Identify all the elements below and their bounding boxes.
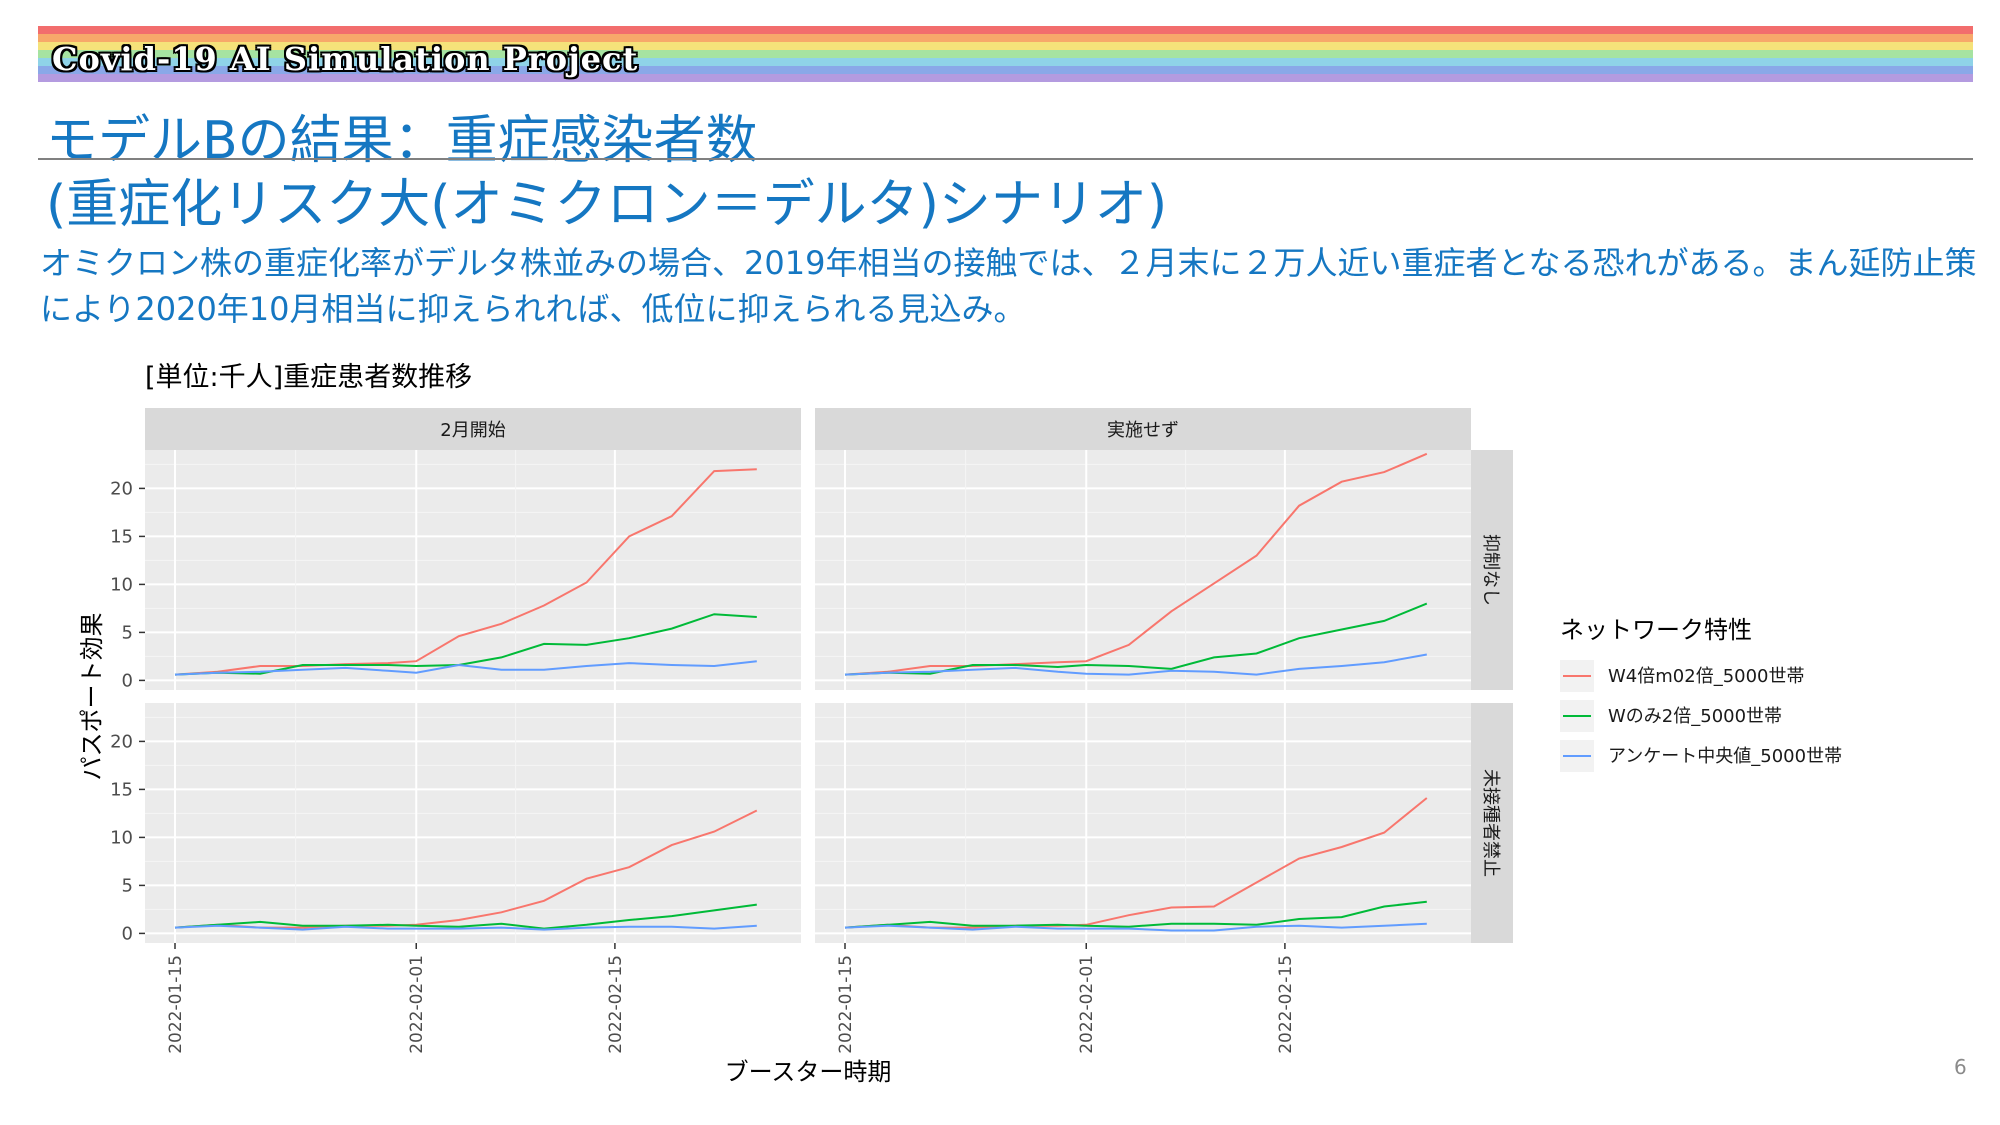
banner-title: Covid-19 AI Simulation Project — [52, 40, 639, 78]
facet-row-label: 抑制なし — [1480, 534, 1501, 606]
x-axis-title: ブースター時期 — [725, 1058, 892, 1086]
rainbow-stripe — [38, 26, 1973, 34]
x-tick-label: 2022-02-15 — [606, 955, 626, 1054]
y-tick-label: 5 — [122, 875, 133, 896]
x-tick-label: 2022-01-15 — [166, 955, 186, 1054]
panel-background — [145, 703, 801, 943]
x-tick-label: 2022-02-01 — [407, 955, 427, 1054]
facet-strip-row — [1471, 450, 1513, 690]
x-tick-label: 2022-01-15 — [836, 955, 856, 1054]
facet-strip-col — [815, 408, 1471, 450]
y-tick-label: 0 — [122, 923, 133, 944]
series-line — [844, 900, 1427, 929]
rainbow-stripe — [38, 58, 1973, 66]
x-tick-label: 2022-02-01 — [1077, 955, 1097, 1054]
facet-row-label: 未接種者禁止 — [1480, 769, 1501, 877]
slide-description: オミクロン株の重症化率がデルタ株並みの場合、2019年相当の接触では、２月末に２… — [40, 244, 1977, 328]
facet-strip-row — [1471, 703, 1513, 943]
y-tick-label: 15 — [110, 779, 133, 800]
slide-title-line1: モデルBの結果：重症感染者数 — [46, 111, 758, 171]
panel-background — [815, 450, 1471, 690]
legend-entry-label: W4倍m02倍_5000世帯 — [1608, 666, 1805, 687]
facet-strip-col — [145, 408, 801, 450]
facet-col-label: 実施せず — [1107, 420, 1179, 441]
page-number: 6 — [1954, 1055, 1967, 1079]
title-divider — [38, 158, 1973, 160]
series-line — [844, 653, 1427, 676]
panel-background — [145, 450, 801, 690]
series-line — [174, 924, 757, 931]
facet-col-label: 2月開始 — [440, 420, 505, 441]
series-line — [844, 452, 1428, 676]
rainbow-stripe — [38, 34, 1973, 42]
rainbow-stripe — [38, 66, 1973, 74]
series-line — [174, 903, 757, 930]
rainbow-stripe — [38, 42, 1973, 50]
y-tick-label: 0 — [122, 670, 133, 691]
y-tick-label: 5 — [122, 622, 133, 643]
legend-entry-label: アンケート中央値_5000世帯 — [1608, 746, 1842, 767]
y-tick-label: 10 — [110, 574, 133, 595]
series-line — [174, 660, 757, 676]
legend-entry-label: Wのみ2倍_5000世帯 — [1608, 706, 1782, 727]
chart-title: [単位:千人]重症患者数推移 — [145, 362, 472, 393]
legend-title: ネットワーク特性 — [1560, 616, 1752, 644]
rainbow-stripe — [38, 50, 1973, 58]
y-tick-label: 10 — [110, 827, 133, 848]
series-line — [174, 468, 757, 676]
y-axis-title: パスポート効果 — [78, 613, 106, 781]
y-tick-label: 15 — [110, 526, 133, 547]
rainbow-banner — [38, 26, 1973, 90]
series-line — [844, 922, 1427, 932]
panel-background — [815, 703, 1471, 943]
rainbow-stripe — [38, 74, 1973, 82]
x-tick-label: 2022-02-15 — [1276, 955, 1296, 1054]
y-tick-label: 20 — [110, 731, 133, 752]
slide-title-line2: (重症化リスク大(オミクロン＝デルタ)シナリオ) — [46, 175, 1168, 235]
y-tick-label: 20 — [110, 478, 133, 499]
